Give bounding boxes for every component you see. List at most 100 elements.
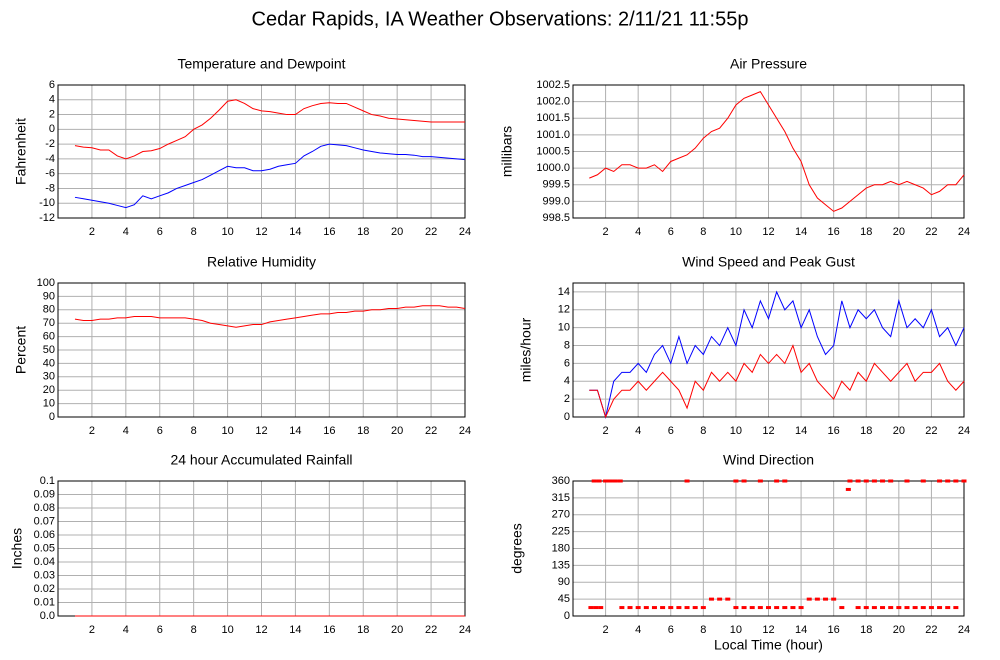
plot-border	[572, 282, 965, 418]
chart-title: 24 hour Accumulated Rainfall	[170, 452, 352, 468]
x-tick-label: 2	[603, 226, 609, 238]
y-tick-label: 60	[43, 331, 55, 343]
x-tick-label: 20	[391, 226, 403, 238]
x-tick-label: 10	[730, 624, 742, 636]
x-tick-label: 2	[89, 425, 95, 437]
point	[617, 479, 623, 483]
x-tick-label: 2	[89, 624, 95, 636]
point	[692, 606, 698, 610]
x-tick-label: 4	[635, 226, 641, 238]
y-axis-label: Percent	[13, 326, 29, 374]
x-tick-label: 22	[925, 425, 937, 437]
plot-border	[57, 84, 466, 219]
point	[708, 597, 714, 601]
y-tick-label: 2	[564, 393, 570, 405]
y-tick-label: 10	[558, 322, 570, 334]
x-tick-label: 8	[191, 624, 197, 636]
y-tick-label: 999.0	[542, 195, 570, 207]
point	[839, 606, 845, 610]
x-tick-label: 12	[762, 624, 774, 636]
x-tick-label: 2	[603, 425, 609, 437]
y-tick-label: 2	[49, 108, 55, 120]
y-tick-label: 1000.5	[536, 145, 570, 157]
y-tick-label: 50	[43, 344, 55, 356]
point	[774, 606, 780, 610]
x-tick-label: 22	[925, 624, 937, 636]
point	[741, 479, 747, 483]
point	[725, 597, 731, 601]
y-tick-label: 0.05	[34, 542, 55, 554]
point	[757, 606, 763, 610]
y-tick-label: 0.08	[34, 502, 55, 514]
point	[593, 606, 599, 610]
x-tick-label: 18	[860, 226, 872, 238]
x-tick-label: 18	[357, 624, 369, 636]
y-axis-label: Inches	[9, 528, 25, 569]
point	[733, 606, 739, 610]
x-tick-label: 16	[323, 624, 335, 636]
x-tick-label: 22	[425, 425, 437, 437]
point	[961, 479, 967, 483]
point	[920, 606, 926, 610]
x-tick-label: 6	[668, 226, 674, 238]
point	[757, 479, 763, 483]
y-tick-label: 1002.0	[536, 96, 570, 108]
point	[749, 606, 755, 610]
y-tick-label: 40	[43, 357, 55, 369]
y-tick-label: 0.0	[40, 610, 55, 622]
x-tick-label: 14	[289, 624, 301, 636]
point	[920, 479, 926, 483]
point	[717, 597, 723, 601]
point	[871, 479, 877, 483]
point	[814, 597, 820, 601]
point	[591, 479, 597, 483]
y-axis-label: miles/hour	[518, 317, 534, 382]
x-axis-label: Local Time (hour)	[714, 637, 823, 653]
point	[790, 606, 796, 610]
y-tick-label: 135	[552, 559, 570, 571]
x-tick-label: 24	[958, 624, 970, 636]
point	[733, 479, 739, 483]
y-tick-label: 1001.5	[536, 112, 570, 124]
y-tick-label: 6	[564, 357, 570, 369]
point	[651, 606, 657, 610]
chart-title: Temperature and Dewpoint	[177, 56, 345, 72]
y-tick-label: -6	[45, 168, 55, 180]
y-tick-label: 0.1	[40, 475, 55, 487]
point	[953, 606, 959, 610]
y-tick-label: 100	[37, 277, 55, 289]
x-tick-label: 18	[860, 624, 872, 636]
y-tick-label: 0.01	[34, 596, 55, 608]
y-tick-label: 1001.0	[536, 129, 570, 141]
point	[937, 606, 943, 610]
x-tick-label: 4	[123, 425, 129, 437]
point	[627, 606, 633, 610]
series-line	[589, 290, 965, 419]
point	[945, 606, 951, 610]
x-tick-label: 10	[730, 226, 742, 238]
y-tick-label: 0.02	[34, 583, 55, 595]
x-tick-label: 8	[700, 624, 706, 636]
x-tick-label: 16	[828, 624, 840, 636]
point	[700, 606, 706, 610]
point	[782, 606, 788, 610]
y-tick-label: -8	[45, 182, 55, 194]
y-tick-label: 45	[558, 593, 570, 605]
y-tick-label: 20	[43, 384, 55, 396]
point	[863, 479, 869, 483]
x-tick-label: 20	[893, 624, 905, 636]
point	[596, 479, 602, 483]
point	[823, 597, 829, 601]
y-tick-label: 1002.5	[536, 79, 570, 91]
x-tick-label: 22	[425, 624, 437, 636]
x-tick-label: 2	[89, 226, 95, 238]
x-tick-label: 18	[357, 425, 369, 437]
x-tick-label: 12	[255, 226, 267, 238]
x-tick-label: 14	[289, 425, 301, 437]
point	[888, 479, 894, 483]
y-tick-label: 0.06	[34, 529, 55, 541]
point	[904, 606, 910, 610]
point	[880, 606, 886, 610]
